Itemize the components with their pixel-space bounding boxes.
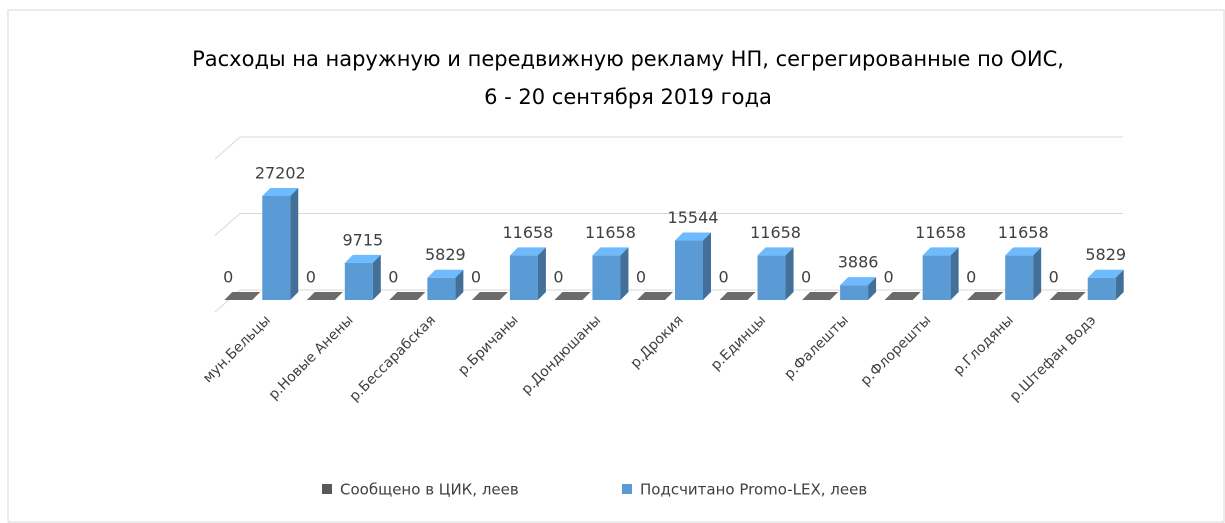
bar-side <box>1115 269 1124 300</box>
bar-top <box>922 247 959 256</box>
chart-title: Расходы на наружную и передвижную реклам… <box>192 47 1064 71</box>
data-label: 11658 <box>750 223 801 242</box>
data-label: 5829 <box>1085 245 1126 264</box>
bar <box>427 277 456 300</box>
bar-top <box>802 292 839 300</box>
grid-line <box>214 213 241 236</box>
data-label: 0 <box>306 268 316 287</box>
data-label: 0 <box>388 268 398 287</box>
bar-top <box>884 292 921 300</box>
data-label: 3886 <box>838 253 879 272</box>
bar-top <box>306 292 343 300</box>
bar-side <box>455 269 464 300</box>
bar-top <box>344 254 381 263</box>
data-label: 11658 <box>502 223 553 242</box>
data-label: 0 <box>636 268 646 287</box>
bar-top <box>675 232 711 241</box>
data-label: 15544 <box>668 208 719 227</box>
bar <box>1005 255 1034 300</box>
bar-top <box>967 292 1004 300</box>
bar-top <box>637 292 673 300</box>
data-label: 0 <box>1049 268 1059 287</box>
data-label: 0 <box>223 268 233 287</box>
bar-top <box>554 292 591 300</box>
chart-title: 6 - 20 сентября 2019 года <box>484 85 772 109</box>
bar-top <box>262 187 299 196</box>
grid-line <box>214 136 241 160</box>
bar-top <box>389 292 426 300</box>
data-label: 0 <box>553 268 563 287</box>
bar <box>840 285 869 300</box>
bar-top <box>1087 269 1124 278</box>
bar-side <box>1033 247 1042 300</box>
bar-top <box>719 292 756 300</box>
bar <box>757 255 786 300</box>
data-label: 11658 <box>915 223 966 242</box>
bar <box>509 255 538 300</box>
bar-side <box>537 247 546 300</box>
bar-top <box>592 247 629 256</box>
legend-swatch <box>322 484 332 494</box>
data-label: 9715 <box>342 230 383 249</box>
data-label: 0 <box>718 268 728 287</box>
bar-top <box>1049 292 1086 300</box>
data-label: 11658 <box>585 223 636 242</box>
bar-side <box>868 277 877 300</box>
bar-top <box>471 292 508 300</box>
legend-label: Сообщено в ЦИК, леев <box>340 481 519 499</box>
data-label: 5829 <box>425 245 466 264</box>
bar-side <box>620 247 629 300</box>
bar <box>592 255 621 300</box>
data-label: 0 <box>966 268 976 287</box>
bar-top <box>224 292 261 300</box>
bar <box>344 262 373 300</box>
bar <box>262 195 291 300</box>
bar-side <box>703 232 711 300</box>
bar-top <box>509 247 546 256</box>
bar-side <box>950 247 959 300</box>
legend-swatch <box>622 484 632 494</box>
data-label: 27202 <box>255 163 306 182</box>
bar-top <box>427 269 464 278</box>
bar-top <box>757 247 794 256</box>
bar-top <box>840 277 877 286</box>
data-label: 0 <box>884 268 894 287</box>
bar-side <box>372 254 381 300</box>
data-label: 0 <box>801 268 811 287</box>
bar <box>922 255 951 300</box>
data-label: 0 <box>471 268 481 287</box>
bar-top <box>1005 247 1042 256</box>
bar <box>1087 277 1116 300</box>
data-label: 11658 <box>998 223 1049 242</box>
bar-side <box>290 187 299 300</box>
legend-label: Подсчитано Promo-LEX, леев <box>640 481 867 499</box>
bar <box>675 240 703 300</box>
bar-side <box>785 247 794 300</box>
